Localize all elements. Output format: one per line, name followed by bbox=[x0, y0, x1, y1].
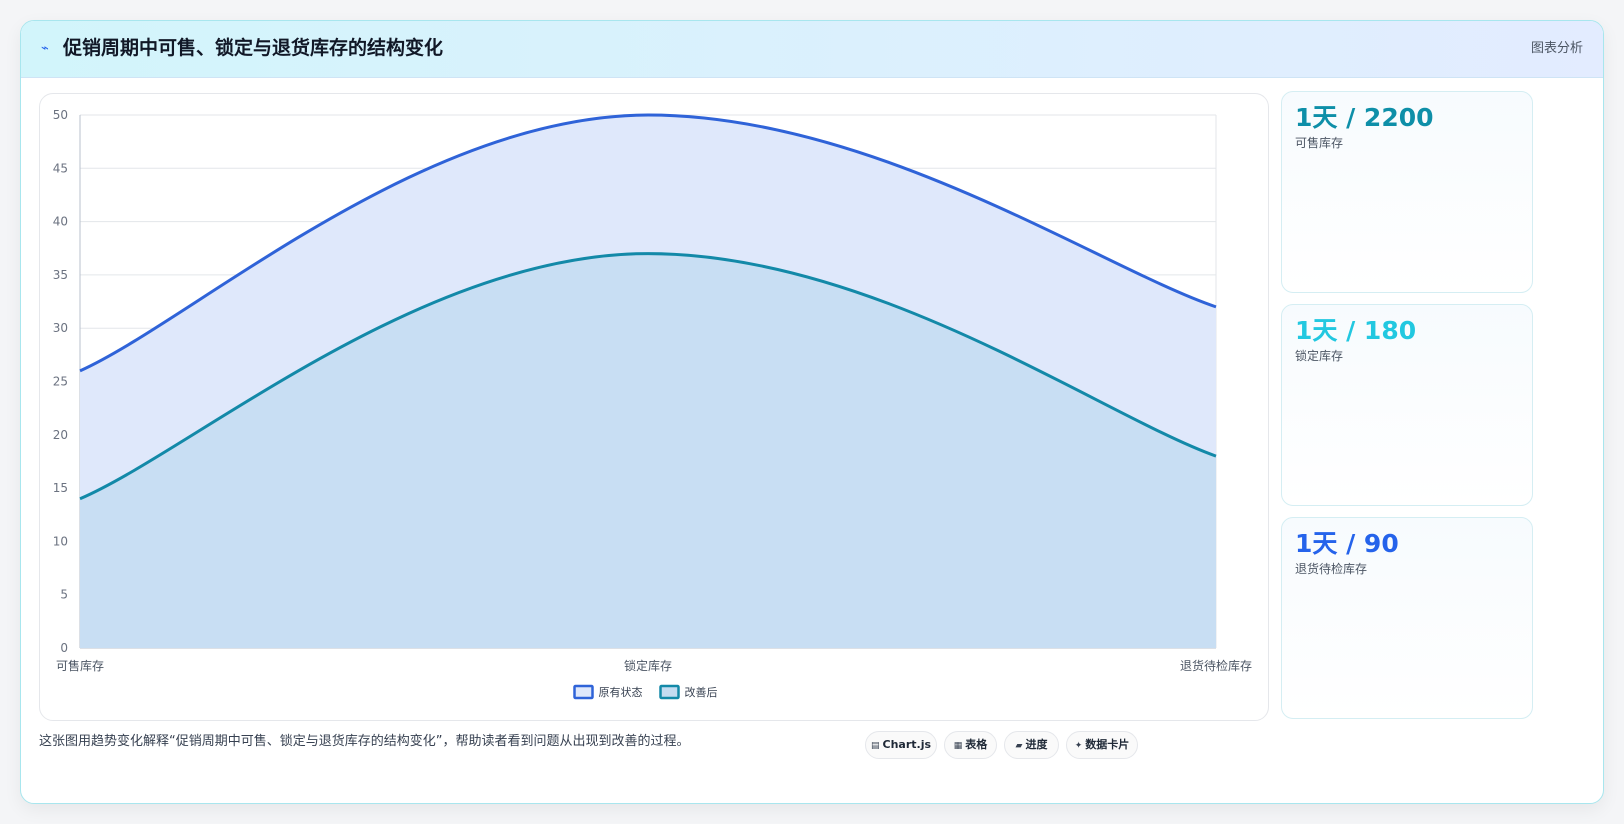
stat-value: 1天 / 2200 bbox=[1295, 103, 1434, 132]
y-tick-label: 45 bbox=[53, 161, 68, 175]
series-line bbox=[79, 113, 1217, 373]
chip-table[interactable]: ▦ 表格 bbox=[944, 731, 997, 759]
y-tick-label: 35 bbox=[53, 268, 68, 282]
chip-label: 数据卡片 bbox=[1085, 738, 1130, 751]
chart-icon: ▤ bbox=[870, 741, 880, 751]
legend-label: 改善后 bbox=[685, 685, 718, 699]
series-area bbox=[80, 253, 1216, 648]
y-tick-label: 50 bbox=[53, 108, 68, 122]
chart-panel: 0 5 10 15 20 25 30 35 40 45 50 可售库存 锁定库存 退货待检库存原有状态 改善… bbox=[39, 93, 1269, 721]
chip-progress[interactable]: ▰ 进度 bbox=[1004, 731, 1059, 759]
x-tick-label: 可售库存 bbox=[56, 658, 104, 673]
header-tag: 图表分析 bbox=[1530, 41, 1583, 56]
legend-swatch bbox=[659, 684, 680, 700]
x-tick-label: 锁定库存 bbox=[624, 658, 672, 673]
table-icon: ▦ bbox=[953, 741, 963, 751]
y-tick-label: 20 bbox=[53, 428, 68, 442]
x-tick-label: 退货待检库存 bbox=[1180, 658, 1252, 673]
chip-label: Chart.js bbox=[882, 738, 932, 751]
chart-card: ⌁ 促销周期中可售、锁定与退货库存的结构变化 图表分析 0 5 10 15 20 25 30… bbox=[20, 20, 1604, 804]
y-tick-label: 40 bbox=[53, 215, 68, 229]
y-tick-label: 0 bbox=[60, 641, 68, 655]
legend-label: 原有状态 bbox=[599, 685, 643, 699]
y-tick-label: 25 bbox=[53, 375, 68, 389]
y-tick-label: 10 bbox=[53, 534, 68, 548]
card-header: ⌁ 促销周期中可售、锁定与退货库存的结构变化 图表分析 bbox=[21, 21, 1603, 78]
stat-label: 退货待检库存 bbox=[1295, 562, 1368, 576]
page-title: 促销周期中可售、锁定与退货库存的结构变化 bbox=[63, 37, 444, 59]
chart-caption: 这张图用趋势变化解释“促销周期中可售、锁定与退货库存的结构变化”，帮助读者看到问… bbox=[39, 734, 690, 749]
series-line bbox=[79, 252, 1217, 501]
stat-label: 可售库存 bbox=[1295, 136, 1344, 150]
chip-label: 进度 bbox=[1025, 738, 1048, 751]
sparkle-icon: ✦ bbox=[1074, 741, 1083, 751]
stat-value: 1天 / 180 bbox=[1295, 316, 1417, 345]
chip-label: 表格 bbox=[965, 738, 988, 751]
y-tick-label: 5 bbox=[60, 588, 68, 602]
stat-card-locked: 1天 / 180 锁定库存 bbox=[1281, 304, 1533, 506]
progress-icon: ▰ bbox=[1015, 741, 1023, 751]
lightning-icon: ⌁ bbox=[41, 41, 49, 56]
chip-chartjs[interactable]: ▤ Chart.js bbox=[865, 731, 937, 759]
legend-swatch bbox=[573, 684, 594, 700]
chip-datacard[interactable]: ✦ 数据卡片 bbox=[1066, 731, 1138, 759]
stat-value: 1天 / 90 bbox=[1295, 529, 1399, 558]
y-tick-label: 30 bbox=[53, 321, 68, 335]
stat-card-returns: 1天 / 90 退货待检库存 bbox=[1281, 517, 1533, 719]
y-tick-label: 15 bbox=[53, 481, 68, 495]
stat-card-available: 1天 / 2200 可售库存 bbox=[1281, 91, 1533, 293]
stat-label: 锁定库存 bbox=[1295, 349, 1344, 363]
